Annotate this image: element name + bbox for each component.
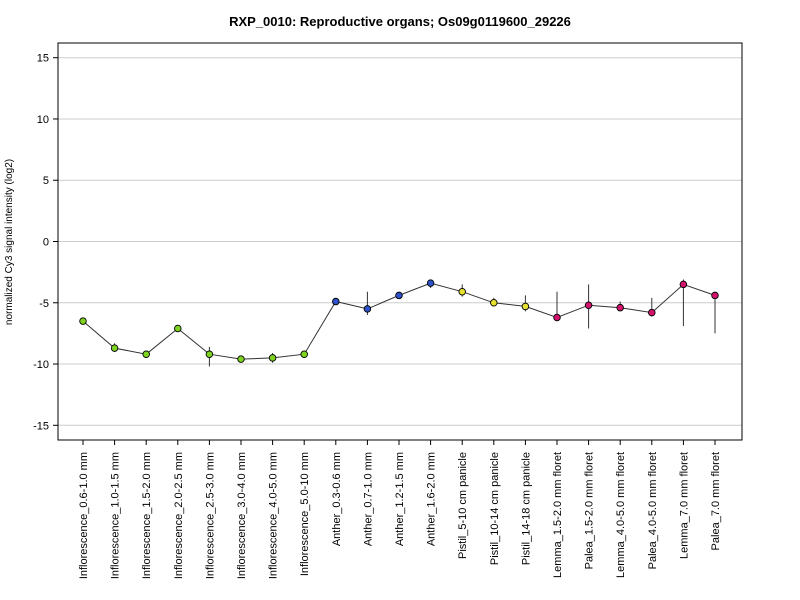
x-tick-label: Pistil_10-14 cm panicle xyxy=(489,452,501,565)
x-tick-label: Inflorescence_1.5-2.0 mm xyxy=(141,452,153,579)
data-point xyxy=(79,317,87,325)
x-tick-label: Anther_1.2-1.5 mm xyxy=(394,452,406,546)
x-tick-label: Lemma_7.0 mm floret xyxy=(678,452,690,559)
data-point xyxy=(110,344,119,352)
x-tick-label: Pistil_14-18 cm panicle xyxy=(520,452,532,565)
x-tick-label: Inflorescence_3.0-4.0 mm xyxy=(236,452,248,579)
x-tick-label: Anther_0.7-1.0 mm xyxy=(362,452,374,546)
data-point xyxy=(426,279,435,287)
data-point xyxy=(174,324,182,333)
x-tick-label: Anther_1.6-2.0 mm xyxy=(426,452,438,546)
y-tick-label: 5 xyxy=(43,175,49,187)
y-tick-label: -10 xyxy=(33,359,49,371)
data-point xyxy=(648,308,656,317)
data-point xyxy=(616,303,624,312)
y-tick-label: -5 xyxy=(39,298,49,310)
y-tick-label: 15 xyxy=(37,53,49,65)
data-point xyxy=(142,350,150,358)
x-tick-label: Inflorescence_0.6-1.0 mm xyxy=(78,452,90,579)
chart-title: RXP_0010: Reproductive organs; Os09g0119… xyxy=(229,14,571,29)
data-point xyxy=(300,350,308,358)
x-tick-label: Inflorescence_5.0-10 mm xyxy=(299,452,311,576)
data-point xyxy=(205,350,214,358)
data-point xyxy=(711,291,719,300)
data-point xyxy=(395,291,403,300)
plot-frame xyxy=(57,42,743,441)
x-tick-label: Palea_1.5-2.0 mm floret xyxy=(584,452,596,569)
x-tick-label: Inflorescence_2.0-2.5 mm xyxy=(173,452,185,579)
y-axis: -15 -10 -5 0 5 10 15 xyxy=(33,53,58,432)
data-point xyxy=(332,297,340,306)
data-point xyxy=(490,299,498,307)
x-tick-label: Lemma_1.5-2.0 mm floret xyxy=(552,452,564,578)
x-axis: Inflorescence_0.6-1.0 mm Inflorescence_1.… xyxy=(78,440,722,579)
x-tick-label: Inflorescence_1.0-1.5 mm xyxy=(110,452,122,579)
x-tick-label: Palea_4.0-5.0 mm floret xyxy=(647,452,659,569)
grid-layer xyxy=(58,57,742,426)
data-point xyxy=(237,355,245,363)
y-tick-label: 0 xyxy=(43,237,49,249)
data-point xyxy=(553,313,561,322)
data-point xyxy=(458,287,466,296)
x-tick-label: Lemma_4.0-5.0 mm floret xyxy=(615,452,627,578)
x-tick-label: Pistil_5-10 cm panicle xyxy=(457,452,469,559)
data-point xyxy=(584,301,593,309)
x-tick-label: Inflorescence_4.0-5.0 mm xyxy=(268,452,280,579)
x-tick-label: Inflorescence_2.5-3.0 mm xyxy=(204,452,216,579)
y-tick-label: 10 xyxy=(37,114,49,126)
data-points xyxy=(79,279,719,363)
data-point xyxy=(268,354,277,362)
data-point xyxy=(521,302,530,311)
y-tick-label: -15 xyxy=(33,420,49,432)
data-point xyxy=(363,305,372,313)
x-tick-label: Palea_7.0 mm floret xyxy=(710,452,722,550)
y-axis-label: normalized Cy3 signal intensity (log2) xyxy=(4,159,15,325)
x-tick-label: Anther_0.3-0.6 mm xyxy=(331,452,343,546)
data-point xyxy=(679,280,688,289)
